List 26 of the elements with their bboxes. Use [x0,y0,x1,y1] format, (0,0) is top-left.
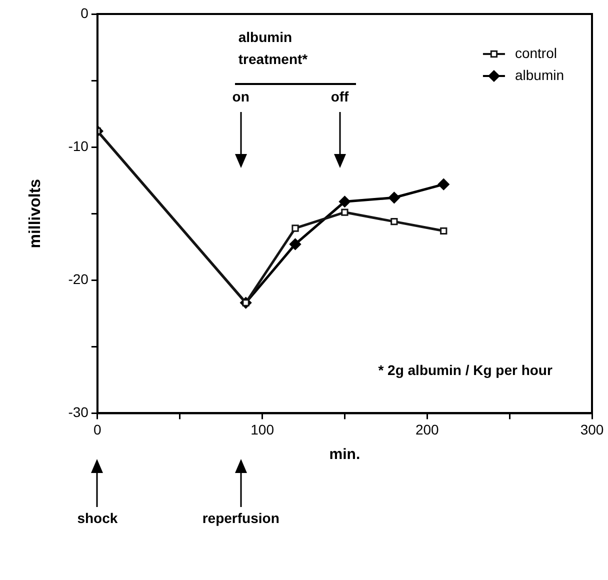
y-tick-label: 0 [80,4,89,21]
annotation: off [330,88,350,105]
x-tick-label: 300 [580,421,604,438]
y-tick-label: -10 [68,138,89,154]
point [440,227,448,234]
annotation: on [232,88,250,105]
y-axis-title: millivolts [27,178,44,248]
point [438,178,450,190]
legend-label: control [514,44,558,61]
point [290,238,302,250]
annotation: albumin treatment* [238,28,308,67]
text: reperfusion [202,510,280,526]
legend-label: albumin [514,66,564,83]
point [338,196,350,208]
x-tick-label: 100 [250,421,274,438]
x-tick-label: 200 [415,421,440,438]
point [388,192,400,204]
x-tick-label: 0 [94,421,102,438]
text: shock [77,510,118,526]
x-axis-title: min. [329,446,360,464]
point [341,208,348,216]
point [390,218,398,226]
point [292,224,299,232]
y-tick-label: -30 [68,404,89,420]
annotation: * 2g albumin / Kg per hour [378,362,553,378]
y-tick-label: -20 [68,270,89,287]
